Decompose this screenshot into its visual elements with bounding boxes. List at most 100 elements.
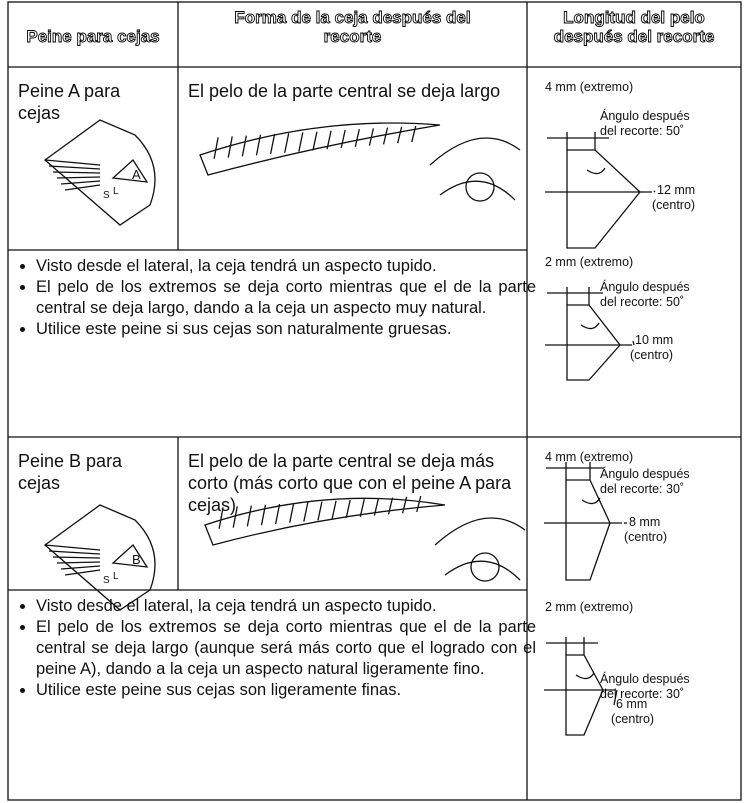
profile [566,304,621,381]
center-label: 12 mm [657,183,696,197]
eyebrow-hair [345,499,351,519]
eyebrow-hair [260,504,267,526]
header-cell: Peine para cejas [8,27,178,47]
eyebrow-hair [317,501,323,521]
eyebrow-hair [382,127,389,145]
header-cell: Longitud del pelo después del recorte [527,8,741,47]
angle-arc [586,167,606,175]
eye-iris [465,172,495,202]
eyebrow-hair [416,495,422,513]
comb-tooth [48,550,101,555]
center-label: (centro) [624,530,668,544]
bullet-list: Visto desde el lateral, la ceja tendrá u… [18,256,536,340]
eyebrow-hair [241,135,247,157]
eyebrow [204,497,446,546]
eye-iris [470,552,500,582]
eyebrow [199,122,441,176]
bullet: Utilice este peine sus cejas son ligeram… [36,680,536,701]
angle-label: del recorte: 50˚ [600,124,685,138]
header-text: Forma de la ceja después del [234,8,471,28]
eyebrow-hair [274,503,281,525]
comb-mark: S [103,190,110,201]
eyebrow-hair [246,505,252,527]
comb-tooth [44,159,101,166]
angle-label: Ángulo después [600,672,690,686]
comb [43,119,156,226]
comb-name: Peine B para cejas [18,451,123,493]
shape-description: El pelo de la parte central se deja más … [188,451,512,515]
profile [566,149,641,249]
eyebrow-hair [213,137,219,159]
header-cell: Forma de la ceja después del recorte [178,8,527,47]
comb-tooth [56,561,101,564]
eyebrow-hair [303,502,309,522]
angle-label: Ángulo después [600,109,690,123]
eyebrow-hair [227,136,233,158]
profile [565,654,604,736]
comb-tooth [64,569,101,576]
center-label: (centro) [630,348,674,362]
angle-arc [581,497,601,505]
angle-label: del recorte: 30˚ [600,687,685,701]
angle-arc [575,672,595,680]
comb-tooth [44,544,101,551]
eyebrow-hair [255,134,262,156]
comb-letter: A [132,167,141,182]
bullet-list: Visto desde el lateral, la ceja tendrá u… [18,596,536,701]
end-label: 4 mm (extremo) [545,450,634,464]
bullet: El pelo de los extremos se deja corto mi… [36,617,536,680]
eyebrow-hair [312,131,318,151]
bullet: El pelo de los extremos se deja corto mi… [36,277,536,319]
center-label: 10 mm [635,333,674,347]
eye [434,517,526,581]
comb-letter: B [132,552,141,567]
center-label: 8 mm [629,515,661,529]
comb-tooth [48,165,101,170]
comb-mark: L [113,571,119,582]
table-border [7,1,742,801]
center-label: (centro) [652,198,696,212]
leader [632,340,635,346]
eyebrow-hair [289,503,295,523]
comb [43,504,156,611]
eyebrow-hair [402,496,408,514]
eyebrow-hair [373,498,380,516]
bullet: Visto desde el lateral, la ceja tendrá u… [36,256,536,277]
eye [429,137,521,201]
comb-mark: S [103,575,110,586]
eyebrow-hair [368,128,375,146]
comb-tooth [60,180,101,185]
center-label: 6 mm [616,697,648,711]
eyebrow-hair [340,129,346,149]
header-text: Longitud del pelo [563,8,706,28]
eyebrow-hair [218,507,224,529]
bullet: Visto desde el lateral, la ceja tendrá u… [36,596,536,617]
eyebrow-hair [326,130,332,150]
angle-arc [580,322,600,330]
header-text: Peine para cejas [26,27,160,47]
end-label: 2 mm (extremo) [545,255,634,269]
eyebrow-hair [354,129,360,147]
eyebrow-hair [298,132,304,152]
angle-label: del recorte: 50˚ [600,295,685,309]
leader [653,190,656,193]
eyebrow-hair [269,133,276,155]
shape-description: El pelo de la parte central se deja larg… [188,81,501,101]
bullet: Utilice este peine si sus cejas son natu… [36,319,536,340]
angle-label: del recorte: 30˚ [600,482,685,496]
header-text: recorte [323,27,382,47]
eyebrow-hair [232,506,238,528]
comb-badge [111,544,149,568]
comb-tooth [52,171,101,174]
eyebrow-hair [411,125,417,143]
angle-label: Ángulo después [600,467,690,481]
center-label: (centro) [611,712,655,726]
header-text: después del recorte [553,27,715,47]
comb-name: Peine A para cejas [18,81,121,123]
eyebrow-hair [359,499,365,517]
profile [565,479,611,581]
comb-badge [111,159,149,183]
eyebrow-hair [397,126,403,144]
eyebrow-hair [331,500,337,520]
